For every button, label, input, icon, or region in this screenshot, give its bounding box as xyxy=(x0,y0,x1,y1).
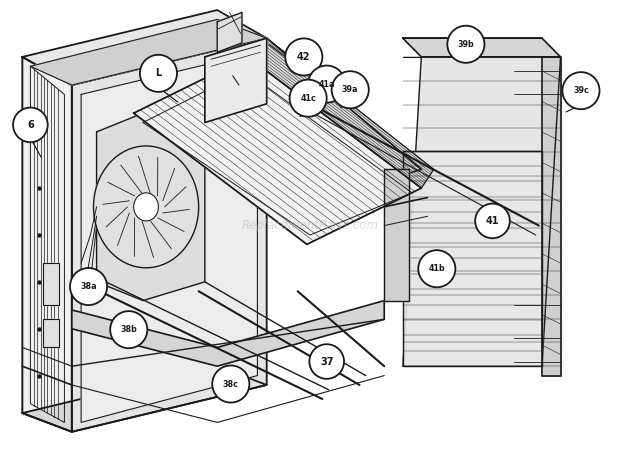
Ellipse shape xyxy=(562,72,600,109)
Ellipse shape xyxy=(140,55,177,92)
Polygon shape xyxy=(248,38,434,188)
Ellipse shape xyxy=(309,344,344,379)
Ellipse shape xyxy=(70,268,107,305)
Polygon shape xyxy=(134,57,422,244)
Ellipse shape xyxy=(308,65,345,102)
Text: 41: 41 xyxy=(485,216,499,226)
Polygon shape xyxy=(205,38,422,188)
Polygon shape xyxy=(72,38,267,432)
Polygon shape xyxy=(403,38,560,57)
Text: 42: 42 xyxy=(297,52,311,62)
Text: 39b: 39b xyxy=(458,40,474,49)
Text: 38a: 38a xyxy=(80,282,97,291)
Text: 38b: 38b xyxy=(120,325,137,334)
Ellipse shape xyxy=(332,71,369,108)
Text: 37: 37 xyxy=(320,357,334,367)
Polygon shape xyxy=(384,169,409,301)
Polygon shape xyxy=(403,57,560,366)
Polygon shape xyxy=(22,366,267,432)
Text: 41a: 41a xyxy=(319,79,335,89)
Polygon shape xyxy=(81,52,257,423)
Text: 38c: 38c xyxy=(223,379,239,389)
Text: 39c: 39c xyxy=(573,86,589,95)
Polygon shape xyxy=(22,10,267,85)
Polygon shape xyxy=(217,12,242,52)
Ellipse shape xyxy=(212,366,249,403)
Text: 39a: 39a xyxy=(342,85,358,94)
Text: ReplacementParts.com: ReplacementParts.com xyxy=(242,219,378,232)
Polygon shape xyxy=(542,57,560,376)
Ellipse shape xyxy=(475,204,510,238)
Ellipse shape xyxy=(418,250,455,287)
Ellipse shape xyxy=(290,79,327,117)
Text: L: L xyxy=(156,68,162,78)
Ellipse shape xyxy=(448,26,484,63)
Ellipse shape xyxy=(134,193,159,221)
Polygon shape xyxy=(22,57,72,432)
Ellipse shape xyxy=(94,146,198,268)
Polygon shape xyxy=(72,301,384,366)
Ellipse shape xyxy=(285,39,322,76)
Ellipse shape xyxy=(13,108,48,142)
Polygon shape xyxy=(403,151,542,366)
Polygon shape xyxy=(97,113,205,301)
Text: 6: 6 xyxy=(27,120,33,130)
Polygon shape xyxy=(205,38,267,123)
Text: 41b: 41b xyxy=(428,264,445,273)
Text: 41c: 41c xyxy=(300,94,316,102)
Polygon shape xyxy=(30,19,267,85)
Polygon shape xyxy=(43,319,60,347)
Ellipse shape xyxy=(110,311,148,348)
Polygon shape xyxy=(43,263,60,306)
